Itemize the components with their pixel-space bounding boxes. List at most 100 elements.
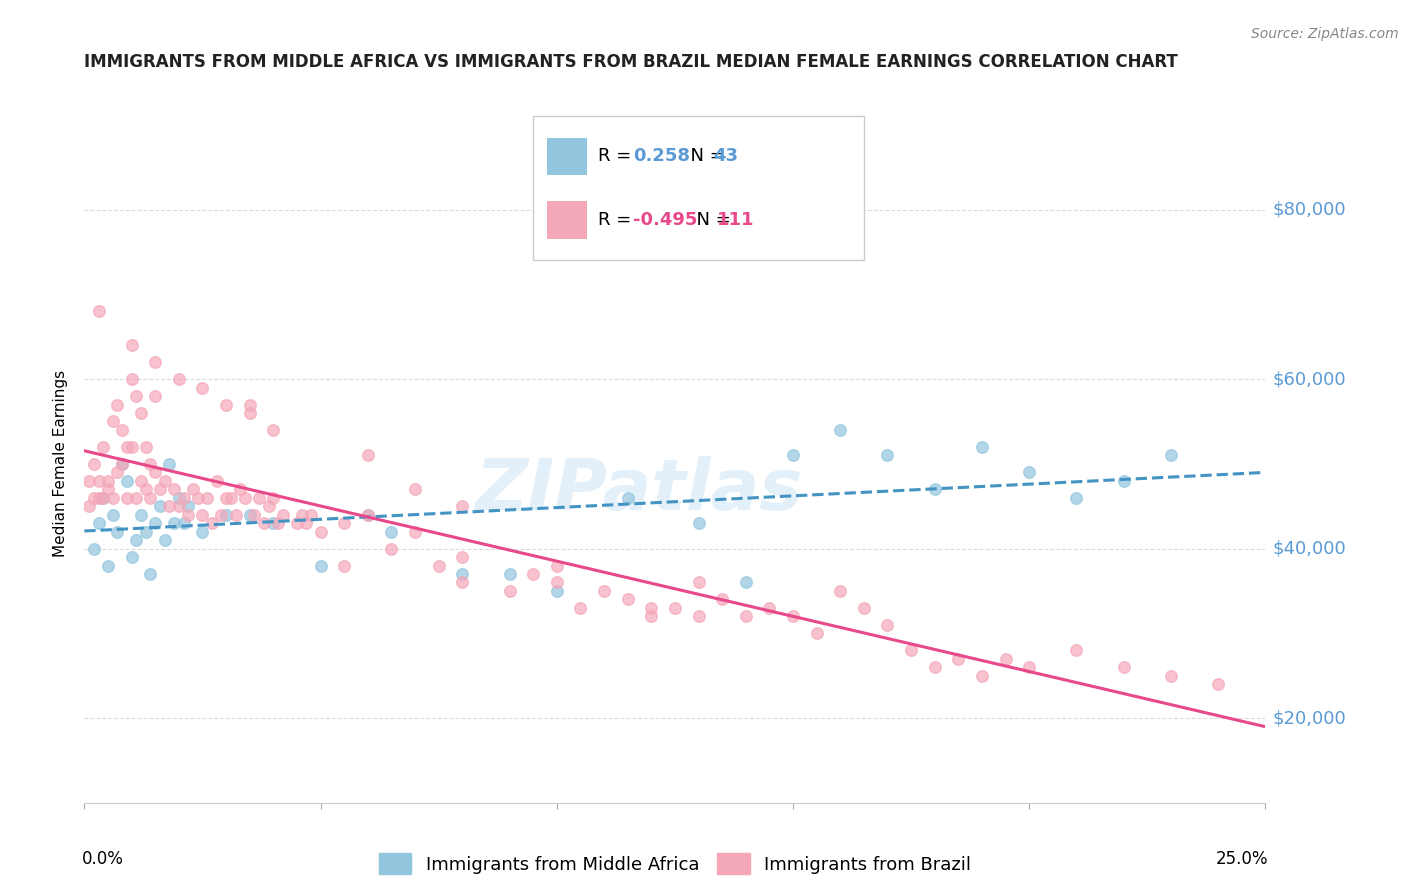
Text: ZIPatlas: ZIPatlas bbox=[475, 457, 803, 525]
Point bbox=[111, 457, 134, 471]
Text: 0.258: 0.258 bbox=[633, 147, 690, 165]
Text: $60,000: $60,000 bbox=[1272, 370, 1346, 388]
Point bbox=[157, 457, 180, 471]
Point bbox=[91, 491, 114, 505]
Point bbox=[101, 414, 124, 428]
Point bbox=[125, 389, 148, 403]
Point bbox=[734, 575, 756, 590]
Point bbox=[1018, 466, 1040, 480]
Point bbox=[451, 575, 474, 590]
Point bbox=[233, 491, 256, 505]
Point bbox=[451, 567, 474, 582]
Point bbox=[157, 499, 180, 513]
Point bbox=[830, 583, 852, 598]
Point bbox=[83, 541, 105, 556]
Text: -0.495: -0.495 bbox=[633, 211, 697, 229]
Point bbox=[404, 524, 426, 539]
Point bbox=[546, 583, 568, 598]
Point bbox=[271, 508, 294, 522]
Point bbox=[97, 558, 120, 573]
Y-axis label: Median Female Earnings: Median Female Earnings bbox=[53, 370, 69, 558]
Point bbox=[380, 524, 402, 539]
Point bbox=[640, 609, 662, 624]
Point bbox=[191, 508, 214, 522]
Text: N =: N = bbox=[679, 147, 731, 165]
Point bbox=[87, 304, 110, 318]
Point bbox=[1112, 474, 1135, 488]
Point bbox=[688, 575, 710, 590]
Point bbox=[1018, 660, 1040, 674]
Point bbox=[87, 516, 110, 530]
Point bbox=[101, 491, 124, 505]
Point bbox=[333, 558, 356, 573]
Point bbox=[593, 583, 616, 598]
Text: 43: 43 bbox=[713, 147, 738, 165]
Point bbox=[1160, 669, 1182, 683]
Point bbox=[143, 466, 166, 480]
Text: 25.0%: 25.0% bbox=[1215, 850, 1268, 868]
Text: R =: R = bbox=[598, 147, 637, 165]
Point bbox=[239, 406, 262, 420]
Point bbox=[229, 482, 252, 496]
Text: 111: 111 bbox=[717, 211, 755, 229]
Text: N =: N = bbox=[685, 211, 737, 229]
Point bbox=[143, 516, 166, 530]
Point bbox=[135, 440, 157, 454]
Point bbox=[876, 617, 898, 632]
Point bbox=[970, 440, 993, 454]
Point bbox=[135, 482, 157, 496]
Point bbox=[569, 601, 592, 615]
Point bbox=[205, 474, 228, 488]
Point bbox=[143, 355, 166, 369]
Point bbox=[107, 524, 129, 539]
Point bbox=[782, 448, 804, 462]
Point bbox=[380, 541, 402, 556]
Point bbox=[177, 499, 200, 513]
Point bbox=[427, 558, 450, 573]
Point bbox=[253, 516, 276, 530]
Point bbox=[101, 508, 124, 522]
Point bbox=[121, 338, 143, 352]
Text: $40,000: $40,000 bbox=[1272, 540, 1346, 558]
Point bbox=[640, 601, 662, 615]
Point bbox=[167, 499, 190, 513]
Point bbox=[129, 508, 152, 522]
Point bbox=[83, 491, 105, 505]
Point bbox=[247, 491, 270, 505]
Point bbox=[167, 491, 190, 505]
Point bbox=[357, 508, 380, 522]
Point bbox=[711, 592, 734, 607]
Point bbox=[121, 372, 143, 386]
Text: Source: ZipAtlas.com: Source: ZipAtlas.com bbox=[1251, 27, 1399, 41]
Point bbox=[1112, 660, 1135, 674]
Text: 0.0%: 0.0% bbox=[82, 850, 124, 868]
Point bbox=[115, 440, 138, 454]
Point bbox=[187, 491, 209, 505]
Point bbox=[121, 440, 143, 454]
Point bbox=[195, 491, 218, 505]
Point bbox=[97, 474, 120, 488]
Point bbox=[309, 558, 332, 573]
Point bbox=[91, 491, 114, 505]
Point bbox=[664, 601, 686, 615]
Point bbox=[215, 491, 238, 505]
Point bbox=[239, 397, 262, 411]
Point bbox=[129, 474, 152, 488]
Point bbox=[153, 474, 176, 488]
Text: IMMIGRANTS FROM MIDDLE AFRICA VS IMMIGRANTS FROM BRAZIL MEDIAN FEMALE EARNINGS C: IMMIGRANTS FROM MIDDLE AFRICA VS IMMIGRA… bbox=[84, 54, 1178, 71]
Point bbox=[87, 491, 110, 505]
Point bbox=[758, 601, 780, 615]
Point bbox=[219, 491, 242, 505]
Point bbox=[139, 567, 162, 582]
Point bbox=[163, 482, 186, 496]
Point bbox=[153, 533, 176, 547]
Point bbox=[139, 457, 162, 471]
Point bbox=[900, 643, 922, 657]
Point bbox=[181, 482, 204, 496]
Point bbox=[546, 558, 568, 573]
Point bbox=[404, 482, 426, 496]
Point bbox=[107, 397, 129, 411]
Point bbox=[87, 474, 110, 488]
Point bbox=[285, 516, 308, 530]
Point bbox=[451, 549, 474, 565]
